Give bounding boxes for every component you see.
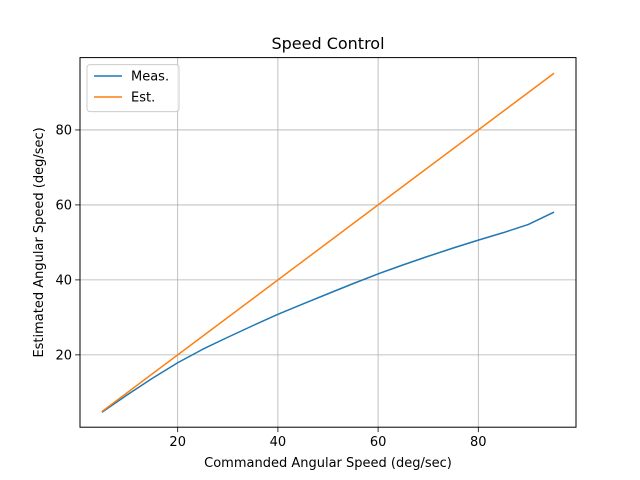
axis-ticks: 20 40 60 80 20 40 60 80	[55, 123, 486, 450]
y-tick-label: 40	[55, 273, 72, 288]
plot-frame	[79, 57, 577, 428]
x-tick-label: 20	[169, 435, 186, 450]
meas-series-line	[101, 211, 555, 413]
x-axis-label: Commanded Angular Speed (deg/sec)	[204, 456, 452, 471]
grid	[80, 57, 576, 428]
y-tick-label: 80	[55, 123, 72, 138]
chart-title: Speed Control	[271, 34, 384, 53]
x-tick-label: 40	[270, 435, 287, 450]
legend: Meas. Est.	[86, 64, 180, 113]
y-tick-label: 60	[55, 198, 72, 213]
series-lines	[101, 72, 555, 413]
legend-label-est: Est.	[131, 91, 155, 106]
y-axis-label: Estimated Angular Speed (deg/sec)	[32, 127, 47, 357]
x-tick-label: 60	[370, 435, 387, 450]
y-tick-label: 20	[55, 348, 72, 363]
x-tick-label: 80	[470, 435, 487, 450]
est-series-line	[101, 72, 555, 413]
legend-label-meas: Meas.	[131, 70, 169, 85]
